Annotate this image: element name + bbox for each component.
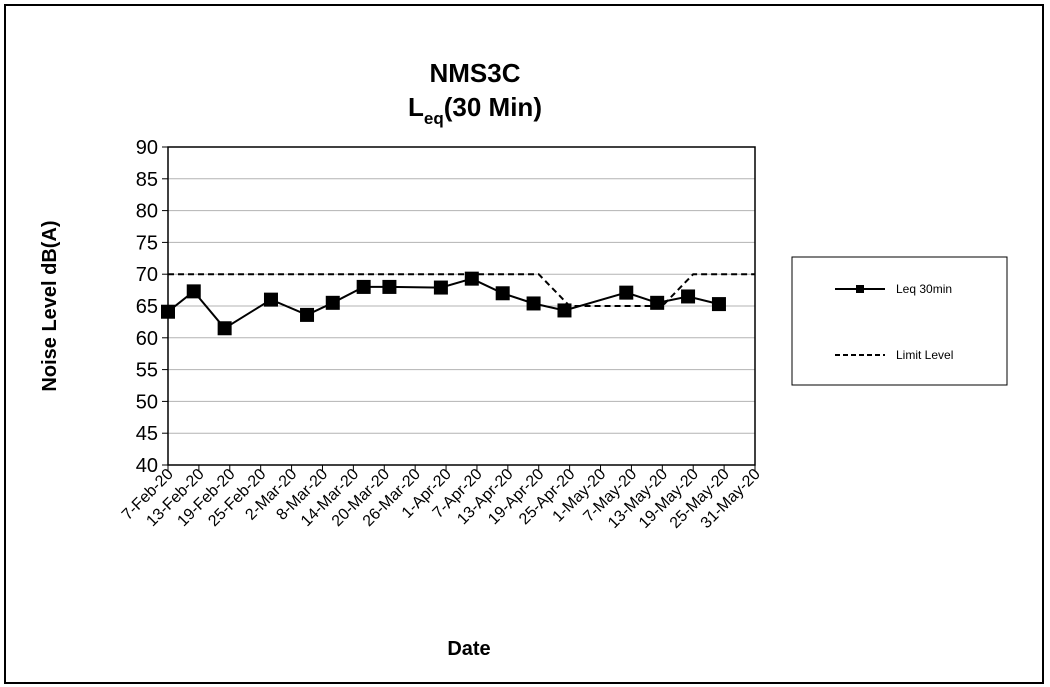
leq-data-point <box>300 307 315 322</box>
gridlines <box>168 178 755 434</box>
x-axis-ticks: 7-Feb-2013-Feb-2019-Feb-2025-Feb-202-Mar… <box>119 465 764 532</box>
leq-data-point <box>557 303 572 318</box>
y-tick-label: 80 <box>136 201 158 223</box>
y-tick-label: 70 <box>136 264 158 286</box>
y-tick-label: 55 <box>136 360 158 382</box>
x-axis-title: Date <box>447 638 490 660</box>
chart-title-l: L <box>408 92 424 122</box>
chart-title-line2: Leq(30 Min) <box>408 92 542 128</box>
leq-data-point <box>711 297 726 312</box>
legend: Leq 30min Limit Level <box>791 256 1008 386</box>
leq-data-point <box>433 280 448 295</box>
leq-data-point <box>186 284 201 299</box>
legend-leq-label: Leq 30min <box>896 282 952 296</box>
y-tick-label: 40 <box>136 455 158 477</box>
legend-leq-marker <box>856 285 864 293</box>
chart-title-subscript: eq <box>424 109 444 128</box>
leq-data-point <box>650 295 665 310</box>
y-tick-label: 75 <box>136 232 158 254</box>
y-axis-title: Noise Level dB(A) <box>39 220 61 391</box>
leq-data-point <box>619 285 634 300</box>
chart-frame: NMS3C Leq(30 Min) 40 45 50 55 60 65 70 75 80 85 90… <box>4 4 1044 684</box>
limit-level-line <box>168 273 755 307</box>
y-tick-label: 50 <box>136 391 158 413</box>
y-tick-label: 65 <box>136 296 158 318</box>
chart-title-rest: (30 Min) <box>444 92 542 122</box>
leq-data-point <box>464 271 479 286</box>
y-tick-label: 45 <box>136 423 158 445</box>
series-leq-30min <box>161 271 726 336</box>
leq-data-point <box>217 321 232 336</box>
y-tick-label: 90 <box>136 137 158 159</box>
leq-data-point <box>495 286 510 301</box>
chart-title-line1: NMS3C <box>429 58 520 88</box>
leq-data-point <box>382 279 397 294</box>
leq-data-point <box>161 304 175 319</box>
leq-data-point <box>681 289 696 304</box>
legend-box <box>791 256 1008 386</box>
y-tick-label: 60 <box>136 328 158 350</box>
leq-data-point <box>263 292 278 307</box>
leq-data-point <box>526 296 541 311</box>
leq-data-point <box>325 295 340 310</box>
series-limit-level <box>168 273 755 307</box>
legend-limit-label: Limit Level <box>896 348 953 362</box>
leq-data-point <box>356 279 371 294</box>
y-axis-ticks: 40 45 50 55 60 65 70 75 80 85 90 <box>136 137 168 477</box>
chart-svg: NMS3C Leq(30 Min) 40 45 50 55 60 65 70 75 80 85 90… <box>39 58 1008 660</box>
y-tick-label: 85 <box>136 169 158 191</box>
